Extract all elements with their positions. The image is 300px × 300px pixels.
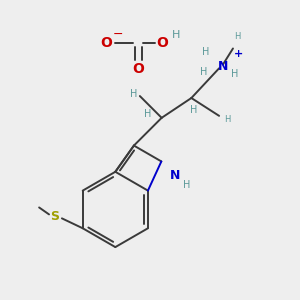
Text: H: H: [144, 109, 152, 119]
Text: S: S: [50, 210, 59, 223]
Text: H: H: [172, 30, 180, 40]
Text: −: −: [113, 28, 124, 40]
Text: N: N: [170, 169, 180, 182]
Text: +: +: [234, 50, 244, 59]
Text: H: H: [234, 32, 240, 41]
Text: O: O: [132, 62, 144, 76]
Text: H: H: [231, 69, 239, 79]
Text: O: O: [100, 36, 112, 50]
Text: H: H: [183, 180, 191, 190]
Text: H: H: [202, 47, 209, 57]
Text: O: O: [156, 36, 168, 50]
Text: H: H: [190, 105, 197, 115]
Text: N: N: [218, 60, 228, 73]
Text: H: H: [224, 115, 230, 124]
Text: H: H: [200, 67, 207, 77]
Text: H: H: [130, 89, 138, 99]
